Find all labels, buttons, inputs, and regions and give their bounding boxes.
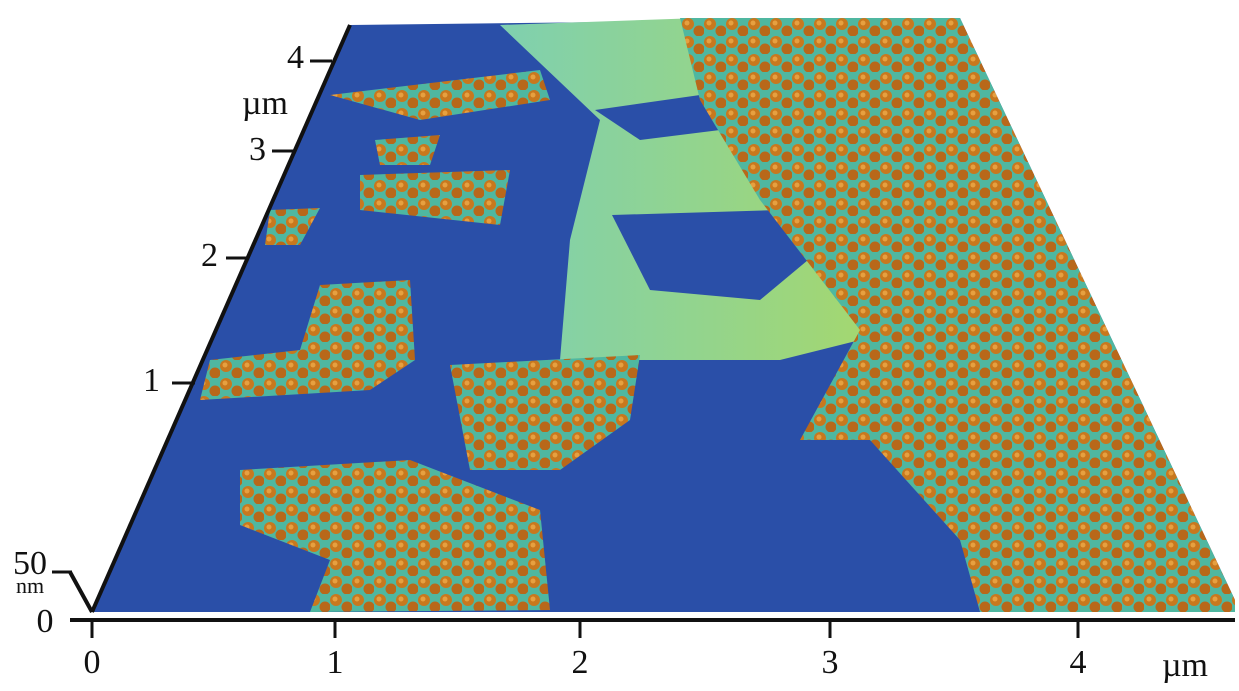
y-unit: µm	[242, 85, 288, 122]
x-unit: µm	[1162, 647, 1208, 684]
y-tick-label: 4	[287, 39, 304, 76]
y-tick-label: 1	[143, 362, 160, 399]
y-tick-label: 2	[201, 237, 218, 274]
x-tick-label: 1	[327, 644, 344, 681]
afm-figure: 0 1 2 3 4 µm 1 2 3 4 µm 0 50 nm	[0, 0, 1239, 691]
z-unit: nm	[16, 573, 44, 598]
y-tick-label: 3	[249, 131, 266, 168]
x-tick-label: 2	[572, 644, 589, 681]
x-tick-label: 3	[822, 644, 839, 681]
x-tick-label: 0	[84, 644, 101, 681]
z-tick-label: 0	[37, 603, 54, 640]
z-axis	[70, 572, 92, 612]
x-tick-label: 4	[1070, 644, 1087, 681]
